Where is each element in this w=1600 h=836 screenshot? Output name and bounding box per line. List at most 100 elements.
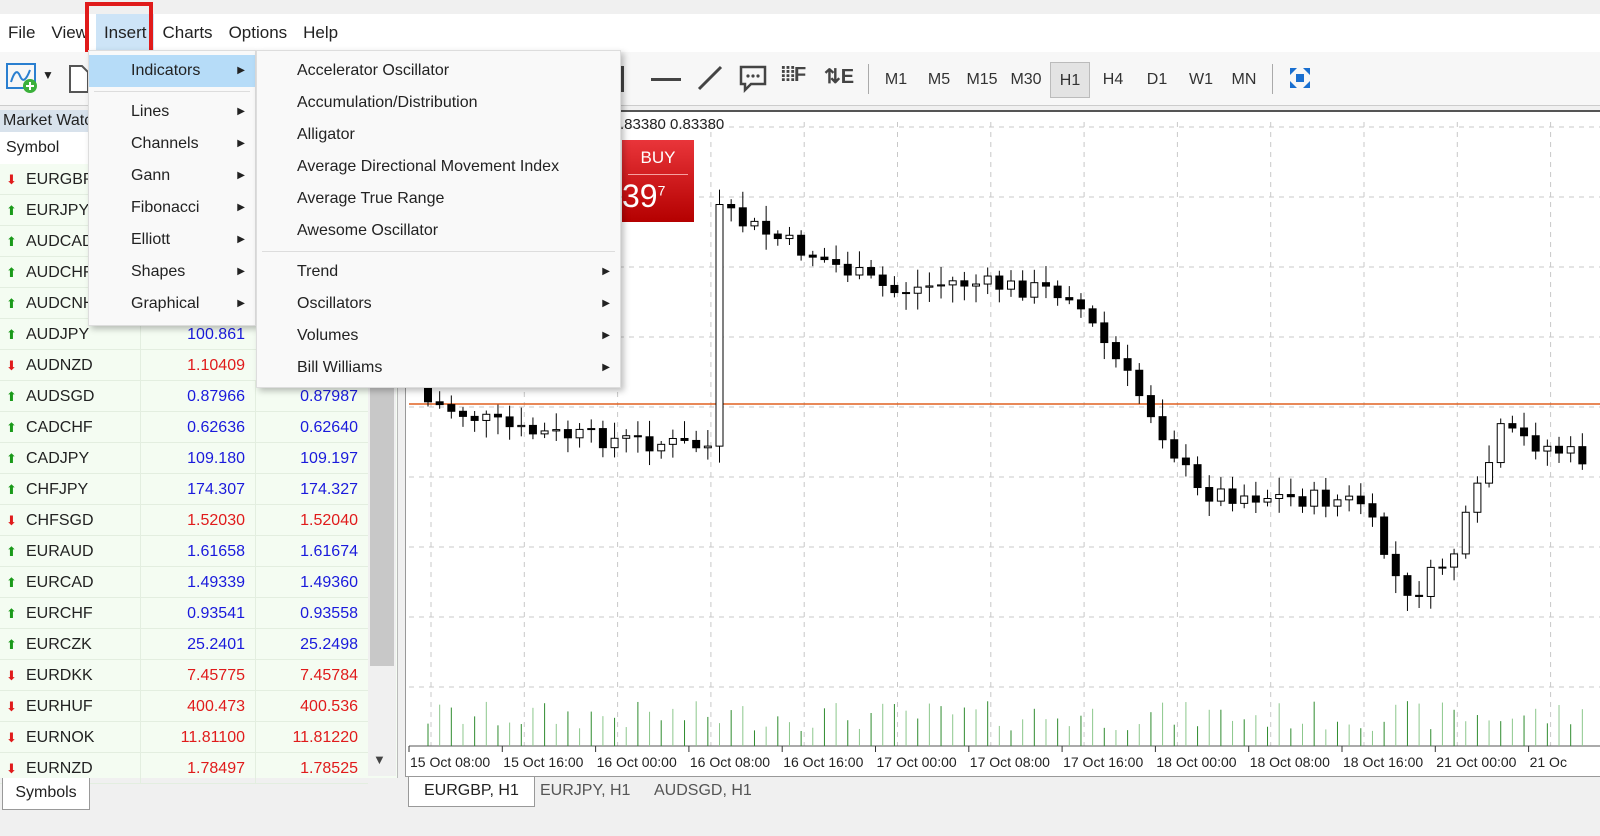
menu-separator xyxy=(94,91,250,92)
menu-item-accumulation-distribution[interactable]: Accumulation/Distribution xyxy=(257,87,620,119)
vertical-line-icon[interactable] xyxy=(620,66,624,92)
scroll-down-icon[interactable]: ▼ xyxy=(373,752,386,767)
chart-tab[interactable]: EURJPY, H1 xyxy=(540,782,631,799)
menu-item-channels[interactable]: Channels ▶ xyxy=(89,128,255,160)
fibonacci-icon[interactable]: ⁞⁞⁞F xyxy=(780,64,806,86)
timeframe-h1[interactable]: H1 xyxy=(1050,62,1090,98)
menu-item-trend[interactable]: Trend ▶ xyxy=(257,256,620,288)
menu-item-label: Fibonacci xyxy=(131,199,200,216)
dropdown-icon[interactable]: ▼ xyxy=(42,68,54,82)
menu-item-indicators[interactable]: Indicators ▶ xyxy=(89,55,255,87)
fullscreen-icon[interactable] xyxy=(1288,66,1312,90)
bid-price: 7.45775 xyxy=(140,660,245,691)
symbol-name: AUDCAD xyxy=(26,233,94,250)
menu-item-graphical[interactable]: Graphical ▶ xyxy=(89,288,255,320)
timeframe-m15[interactable]: M15 xyxy=(966,71,998,88)
symbol-name: AUDCNH xyxy=(26,295,95,312)
candle-body xyxy=(1263,497,1272,503)
time-label: 16 Oct 00:00 xyxy=(597,754,677,770)
menu-file[interactable]: File xyxy=(8,23,36,42)
symbol-row[interactable]: ⬆ CADCHF 0.62636 0.62640 xyxy=(0,412,368,443)
symbol-row[interactable]: ⬆ EURCHF 0.93541 0.93558 xyxy=(0,598,368,629)
candle-body xyxy=(1508,423,1517,429)
arrow-up-icon: ⬆ xyxy=(6,327,17,342)
symbol-row[interactable]: ⬇ EURDKK 7.45775 7.45784 xyxy=(0,660,368,691)
bid-price: 1.10409 xyxy=(140,350,245,381)
symbol-row[interactable]: ⬇ CHFSGD 1.52030 1.52040 xyxy=(0,505,368,536)
arrow-down-icon: ⬇ xyxy=(6,513,17,528)
menu-item-oscillators[interactable]: Oscillators ▶ xyxy=(257,288,620,320)
menu-item-shapes[interactable]: Shapes ▶ xyxy=(89,256,255,288)
symbol-row[interactable]: ⬆ EURCZK 25.2401 25.2498 xyxy=(0,629,368,660)
menu-item-alligator[interactable]: Alligator xyxy=(257,119,620,151)
chart-tab[interactable]: AUDSGD, H1 xyxy=(654,782,752,799)
menu-item-bill-williams[interactable]: Bill Williams ▶ xyxy=(257,352,620,384)
timeframe-mn[interactable]: MN xyxy=(1231,71,1257,88)
text-icon[interactable] xyxy=(738,64,768,94)
elliott-icon[interactable]: ⇅E xyxy=(824,66,855,88)
horizontal-line-icon[interactable] xyxy=(651,78,681,81)
buy-button[interactable]: BUY 397 xyxy=(622,140,694,222)
timeframe-m30[interactable]: M30 xyxy=(1010,71,1042,88)
menu-item-elliott[interactable]: Elliott ▶ xyxy=(89,224,255,256)
timeframe-m1[interactable]: M1 xyxy=(884,71,908,88)
symbol-row[interactable]: ⬆ CADJPY 109.180 109.197 xyxy=(0,443,368,474)
menu-item-label: Bill Williams xyxy=(297,359,383,376)
candle-body xyxy=(692,439,701,449)
symbol-row[interactable]: ⬆ EURCAD 1.49339 1.49360 xyxy=(0,567,368,598)
menu-separator xyxy=(262,251,615,252)
candle-body xyxy=(1076,299,1085,310)
symbol-row[interactable]: ⬆ AUDSGD 0.87966 0.87987 xyxy=(0,381,368,412)
menu-item-average-true-range[interactable]: Average True Range xyxy=(257,183,620,215)
menu-item-accelerator-oscillator[interactable]: Accelerator Oscillator xyxy=(257,55,620,87)
timeframe-m5[interactable]: M5 xyxy=(927,71,951,88)
menu-item-volumes[interactable]: Volumes ▶ xyxy=(257,320,620,352)
symbol-name: CHFSGD xyxy=(26,512,94,529)
symbol-name: EURCZK xyxy=(26,636,92,653)
candle-body xyxy=(750,220,759,227)
candle-body xyxy=(1391,553,1400,577)
symbol-row[interactable]: ⬆ CHFJPY 174.307 174.327 xyxy=(0,474,368,505)
menu-item-awesome-oscillator[interactable]: Awesome Oscillator xyxy=(257,215,620,247)
menu-item-label: Volumes xyxy=(297,327,359,344)
ask-price: 1.49360 xyxy=(255,567,358,598)
arrow-down-icon: ⬇ xyxy=(6,668,17,683)
menu-item-fibonacci[interactable]: Fibonacci ▶ xyxy=(89,192,255,224)
menu-item-lines[interactable]: Lines ▶ xyxy=(89,96,255,128)
menu-item-label: Gann xyxy=(131,167,171,184)
profile-icon[interactable] xyxy=(68,64,90,94)
chart-tab[interactable]: EURGBP, H1 xyxy=(408,777,535,807)
symbol-name: EURCHF xyxy=(26,605,93,622)
time-label: 16 Oct 16:00 xyxy=(783,754,863,770)
timeframe-w1[interactable]: W1 xyxy=(1189,71,1213,88)
timeframe-h4[interactable]: H4 xyxy=(1102,71,1124,88)
candle-body xyxy=(657,443,666,452)
candle-body xyxy=(645,436,654,452)
candle-body xyxy=(1543,445,1552,452)
symbol-row[interactable]: ⬆ EURAUD 1.61658 1.61674 xyxy=(0,536,368,567)
bid-price: 400.473 xyxy=(140,691,245,722)
candle-body xyxy=(1275,494,1284,499)
trendline-icon[interactable] xyxy=(696,64,724,92)
menu-insert[interactable]: Insert xyxy=(95,14,155,52)
timeframe-d1[interactable]: D1 xyxy=(1146,71,1168,88)
symbol-row[interactable]: ⬇ EURNZD 1.78497 1.78525 xyxy=(0,753,368,784)
candle-body xyxy=(1041,282,1050,287)
symbol-row[interactable]: ⬇ EURHUF 400.473 400.536 xyxy=(0,691,368,722)
menu-charts[interactable]: Charts xyxy=(162,23,213,42)
symbol-row[interactable]: ⬆ AUDJPY 100.861 xyxy=(0,319,368,350)
candle-body xyxy=(983,275,992,285)
time-label: 16 Oct 08:00 xyxy=(690,754,770,770)
menu-item-average-directional-movement-index[interactable]: Average Directional Movement Index xyxy=(257,151,620,183)
tab-symbols[interactable]: Symbols xyxy=(2,778,90,810)
menu-options[interactable]: Options xyxy=(228,23,288,42)
menu-item-gann[interactable]: Gann ▶ xyxy=(89,160,255,192)
new-chart-icon[interactable] xyxy=(6,62,40,94)
menu-view[interactable]: View xyxy=(51,23,88,42)
candle-body xyxy=(785,234,794,240)
symbol-row[interactable]: ⬇ EURNOK 11.81100 11.81220 xyxy=(0,722,368,753)
menu-help[interactable]: Help xyxy=(303,23,339,42)
arrow-down-icon: ⬇ xyxy=(6,730,17,745)
symbol-row[interactable]: ⬇ AUDNZD 1.10409 xyxy=(0,350,368,381)
candle-body xyxy=(1228,488,1237,504)
